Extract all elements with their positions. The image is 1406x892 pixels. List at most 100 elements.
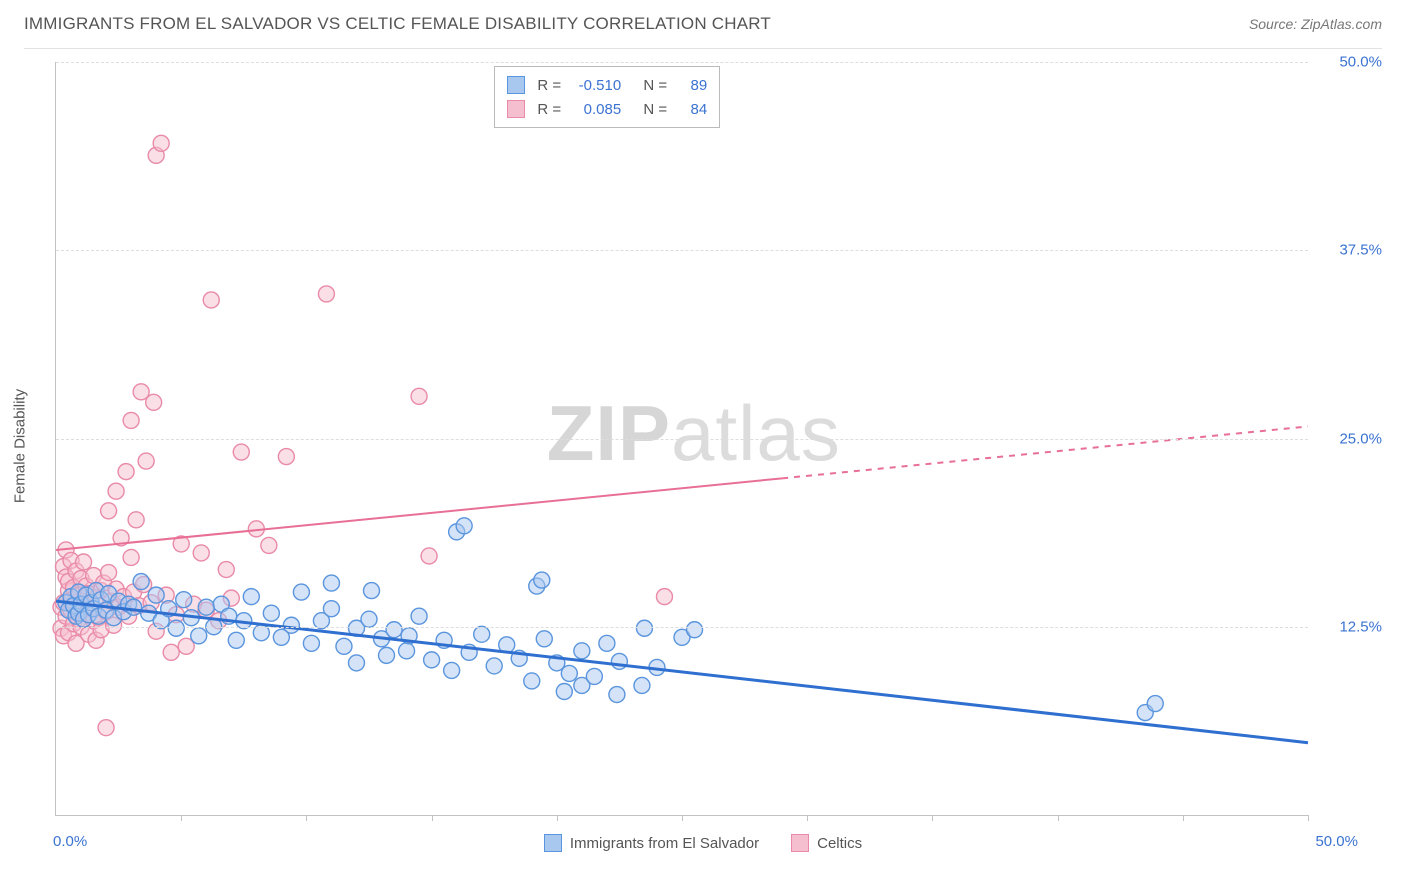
- immigrants-point: [243, 589, 259, 605]
- immigrants-point: [586, 668, 602, 684]
- immigrants-point: [399, 643, 415, 659]
- x-tick-mark: [306, 815, 307, 821]
- gridline-h: [56, 439, 1308, 440]
- immigrants-point: [348, 655, 364, 671]
- x-tick-mark: [181, 815, 182, 821]
- immigrants-point: [198, 599, 214, 615]
- x-tick-mark: [1183, 815, 1184, 821]
- source-label: Source: ZipAtlas.com: [1249, 16, 1382, 32]
- stat-swatch: [507, 76, 525, 94]
- immigrants-point: [263, 605, 279, 621]
- gridline-h: [56, 627, 1308, 628]
- legend-item-celtics: Celtics: [791, 834, 862, 852]
- celtics-point: [233, 444, 249, 460]
- celtics-point: [128, 512, 144, 528]
- stat-legend: R =-0.510N =89R =0.085N =84: [494, 66, 720, 128]
- immigrants-point: [148, 587, 164, 603]
- celtics-point: [108, 483, 124, 499]
- immigrants-point: [456, 518, 472, 534]
- immigrants-point: [534, 572, 550, 588]
- immigrants-point: [634, 677, 650, 693]
- immigrants-point: [556, 684, 572, 700]
- x-tick-mark: [807, 815, 808, 821]
- celtics-point: [421, 548, 437, 564]
- stat-N-label: N =: [639, 77, 667, 94]
- legend-label: Celtics: [817, 835, 862, 852]
- immigrants-point: [536, 631, 552, 647]
- immigrants-point: [411, 608, 427, 624]
- immigrants-point: [574, 643, 590, 659]
- gridline-h: [56, 62, 1308, 63]
- immigrants-point: [379, 647, 395, 663]
- celtics-point: [101, 503, 117, 519]
- immigrants-point: [323, 575, 339, 591]
- immigrants-point: [561, 665, 577, 681]
- stat-N-value: 84: [675, 101, 707, 118]
- stat-row-celtics: R = 0.085 N = 84: [507, 97, 707, 121]
- y-tick-label: 37.5%: [1314, 242, 1382, 259]
- plot-area: ZIPatlas 12.5%25.0%37.5%50.0%R =-0.510N …: [55, 62, 1308, 816]
- x-tick-mark: [557, 815, 558, 821]
- celtics-point: [203, 292, 219, 308]
- immigrants-point: [176, 592, 192, 608]
- chart-title: IMMIGRANTS FROM EL SALVADOR VS CELTIC FE…: [24, 14, 771, 34]
- legend-swatch: [791, 834, 809, 852]
- stat-R-label: R =: [533, 101, 561, 118]
- celtics-point: [146, 394, 162, 410]
- immigrants-point: [444, 662, 460, 678]
- immigrants-trendline: [56, 601, 1308, 743]
- stat-row-immigrants: R =-0.510N =89: [507, 73, 707, 97]
- celtics-point: [261, 537, 277, 553]
- y-tick-label: 25.0%: [1314, 430, 1382, 447]
- stat-R-value: 0.085: [569, 101, 621, 118]
- immigrants-point: [126, 599, 142, 615]
- immigrants-point: [599, 635, 615, 651]
- stat-N-value: 89: [675, 77, 707, 94]
- celtics-point: [656, 589, 672, 605]
- celtics-point: [98, 720, 114, 736]
- bottom-legend: Immigrants from El Salvador Celtics: [0, 834, 1406, 852]
- celtics-point: [118, 464, 134, 480]
- immigrants-point: [474, 626, 490, 642]
- immigrants-point: [336, 638, 352, 654]
- celtics-point: [153, 135, 169, 151]
- celtics-point: [76, 554, 92, 570]
- celtics-trendline: [56, 478, 782, 550]
- celtics-point: [218, 562, 234, 578]
- stat-R-label: R =: [533, 77, 561, 94]
- immigrants-point: [1147, 696, 1163, 712]
- stat-N-label: N =: [639, 101, 667, 118]
- celtics-point: [278, 449, 294, 465]
- x-tick-mark: [932, 815, 933, 821]
- immigrants-point: [386, 622, 402, 638]
- x-tick-mark: [682, 815, 683, 821]
- celtics-point: [101, 565, 117, 581]
- y-tick-label: 12.5%: [1314, 618, 1382, 635]
- legend-swatch: [544, 834, 562, 852]
- immigrants-point: [609, 687, 625, 703]
- immigrants-point: [364, 583, 380, 599]
- celtics-point: [163, 644, 179, 660]
- gridline-h: [56, 250, 1308, 251]
- immigrants-point: [361, 611, 377, 627]
- immigrants-point: [293, 584, 309, 600]
- x-tick-mark: [1058, 815, 1059, 821]
- immigrants-point: [486, 658, 502, 674]
- legend-item-immigrants: Immigrants from El Salvador: [544, 834, 759, 852]
- celtics-point: [123, 549, 139, 565]
- celtics-point: [193, 545, 209, 561]
- y-axis-label: Female Disability: [12, 389, 29, 503]
- x-tick-mark: [432, 815, 433, 821]
- celtics-point: [138, 453, 154, 469]
- celtics-point: [411, 388, 427, 404]
- immigrants-point: [191, 628, 207, 644]
- legend-label: Immigrants from El Salvador: [570, 835, 759, 852]
- immigrants-point: [424, 652, 440, 668]
- immigrants-point: [228, 632, 244, 648]
- immigrants-point: [524, 673, 540, 689]
- celtics-point: [123, 412, 139, 428]
- immigrants-point: [303, 635, 319, 651]
- immigrants-point: [133, 574, 149, 590]
- immigrants-point: [323, 601, 339, 617]
- celtics-trendline-dashed: [782, 426, 1308, 478]
